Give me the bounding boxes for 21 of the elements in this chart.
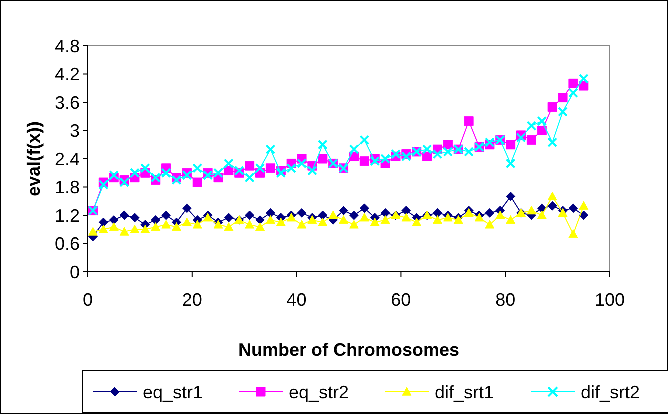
y-tick-label: 0.6 [54,234,80,254]
y-tick-label: 3.6 [54,92,80,113]
y-tick-label: 1.8 [54,178,80,198]
y-tick-label: 4.2 [54,64,80,85]
x-tick-label: 100 [594,290,626,310]
x-tick-label: 80 [496,290,516,310]
y-tick-label: 4.8 [54,36,80,56]
x-tick-label: 20 [182,290,202,310]
legend-label: dif_srt2 [581,382,640,402]
x-tick-label: 40 [286,290,307,310]
y-tick-label: 3 [70,121,80,142]
y-tick-label: 0 [70,262,80,282]
x-axis-title: Number of Chromosomes [238,340,460,360]
y-tick-label: 1.2 [54,206,80,226]
y-tick-label: 2.4 [54,149,80,170]
x-tick-label: 60 [391,290,412,310]
legend-label: dif_srt1 [435,382,494,402]
y-axis-title: eval(f(x)) [24,121,44,197]
x-tick-label: 0 [82,290,94,310]
legend-label: eq_str1 [143,382,204,402]
legend-label: eq_str2 [289,382,350,402]
